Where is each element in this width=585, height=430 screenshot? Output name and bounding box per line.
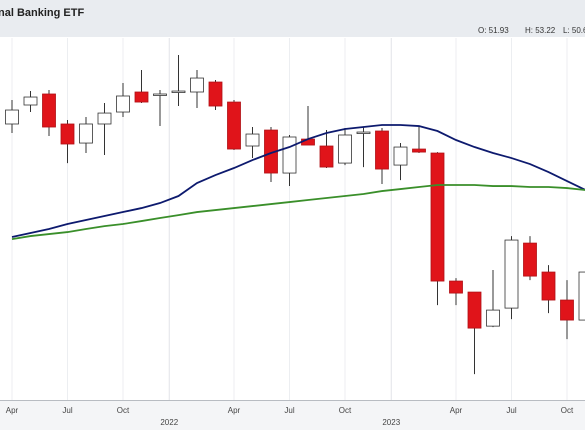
candle-body bbox=[412, 148, 426, 153]
x-tick-label: Oct bbox=[561, 406, 574, 415]
ohlc-label: H: 53.22 bbox=[525, 26, 556, 35]
candle-body bbox=[42, 93, 56, 128]
candle-body bbox=[375, 130, 389, 170]
x-tick-label: Jul bbox=[62, 406, 72, 415]
ohlc-label: L: 50.67 bbox=[563, 26, 585, 35]
x-tick-label: Jul bbox=[284, 406, 294, 415]
candle-body bbox=[319, 145, 334, 168]
x-tick-label: Oct bbox=[117, 406, 130, 415]
plot-area bbox=[0, 37, 585, 400]
marks bbox=[5, 54, 585, 375]
x-tick-label: Apr bbox=[228, 406, 241, 415]
grid bbox=[11, 38, 568, 400]
chart-title: nal Banking ETF bbox=[0, 7, 84, 19]
candle-body bbox=[393, 146, 408, 166]
candle-body bbox=[430, 152, 445, 282]
candle-body bbox=[560, 299, 574, 321]
candle-body bbox=[578, 271, 585, 321]
x-tick-label: Oct bbox=[339, 406, 352, 415]
candle-body bbox=[338, 134, 352, 164]
candle-body bbox=[23, 96, 38, 106]
year-label: 2023 bbox=[382, 418, 400, 427]
year-label: 2022 bbox=[160, 418, 178, 427]
x-tick-label: Apr bbox=[6, 406, 19, 415]
candle-body bbox=[467, 291, 482, 329]
candle-body bbox=[504, 239, 519, 309]
candle-body bbox=[541, 271, 556, 301]
x-axis: Apr Jul Oct Apr Jul Oct Apr Jul Oct 2022 2023 bbox=[6, 406, 574, 427]
moving-average-line bbox=[11, 124, 585, 238]
candle-body bbox=[153, 93, 167, 96]
ohlc-label: O: 51.93 bbox=[478, 26, 509, 35]
candle-body bbox=[97, 112, 112, 125]
axis-band bbox=[0, 400, 585, 430]
candle-body bbox=[356, 131, 371, 134]
candle-body bbox=[134, 91, 149, 103]
candle-body bbox=[208, 81, 223, 107]
moving-average-line bbox=[11, 184, 585, 240]
candle-body bbox=[60, 123, 75, 145]
candle-body bbox=[190, 77, 204, 93]
header-band bbox=[0, 0, 585, 37]
ohlc-readout: O: 51.93 H: 53.22 L: 50.67 bbox=[478, 26, 585, 35]
candle-body bbox=[282, 136, 297, 174]
candle-body bbox=[245, 133, 260, 147]
candle-body bbox=[171, 90, 186, 93]
candle-body bbox=[79, 123, 93, 144]
candle-body bbox=[523, 242, 537, 277]
candle-body bbox=[5, 109, 19, 125]
candle-body bbox=[486, 309, 500, 327]
candle-body bbox=[449, 280, 463, 294]
x-tick-label: Apr bbox=[450, 406, 463, 415]
x-tick-label: Jul bbox=[506, 406, 516, 415]
candle-body bbox=[227, 101, 241, 150]
candle-body bbox=[116, 95, 130, 113]
